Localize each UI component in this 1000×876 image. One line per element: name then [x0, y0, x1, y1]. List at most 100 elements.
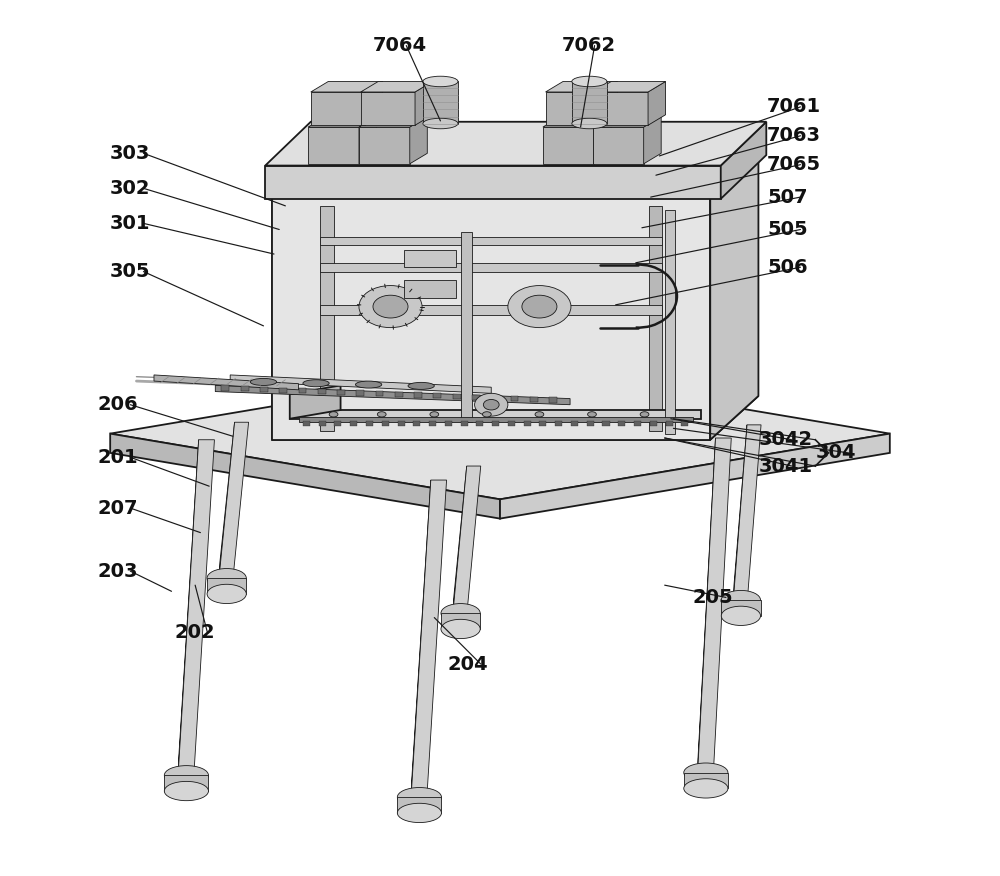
- Text: 207: 207: [97, 498, 138, 518]
- Polygon shape: [698, 438, 731, 766]
- Ellipse shape: [164, 781, 208, 801]
- Polygon shape: [366, 421, 373, 426]
- Polygon shape: [734, 425, 747, 593]
- Ellipse shape: [508, 286, 571, 328]
- Polygon shape: [414, 392, 422, 398]
- Polygon shape: [361, 92, 415, 125]
- Polygon shape: [650, 421, 657, 426]
- Polygon shape: [320, 206, 334, 431]
- Polygon shape: [511, 396, 518, 401]
- Polygon shape: [665, 210, 675, 434]
- Polygon shape: [600, 81, 617, 125]
- Polygon shape: [530, 397, 538, 402]
- Ellipse shape: [207, 569, 246, 588]
- Polygon shape: [602, 421, 610, 426]
- Text: 302: 302: [110, 179, 151, 198]
- Text: 3041: 3041: [758, 456, 813, 476]
- Polygon shape: [299, 417, 693, 422]
- Polygon shape: [154, 375, 299, 390]
- Polygon shape: [415, 81, 433, 125]
- Ellipse shape: [588, 412, 596, 417]
- Ellipse shape: [522, 295, 557, 318]
- Polygon shape: [461, 232, 472, 422]
- Polygon shape: [524, 421, 531, 426]
- Polygon shape: [492, 421, 499, 426]
- Polygon shape: [721, 600, 761, 616]
- Polygon shape: [539, 421, 546, 426]
- Polygon shape: [445, 421, 452, 426]
- Polygon shape: [549, 398, 557, 403]
- Polygon shape: [395, 392, 403, 397]
- Ellipse shape: [355, 381, 382, 388]
- Polygon shape: [299, 388, 306, 393]
- Polygon shape: [318, 389, 326, 394]
- Ellipse shape: [359, 286, 422, 328]
- Polygon shape: [710, 155, 758, 440]
- Polygon shape: [350, 421, 357, 426]
- Polygon shape: [397, 797, 441, 813]
- Text: 3042: 3042: [758, 430, 813, 449]
- Polygon shape: [441, 613, 480, 629]
- Polygon shape: [359, 117, 376, 164]
- Ellipse shape: [572, 76, 607, 87]
- Ellipse shape: [475, 393, 508, 416]
- Text: 505: 505: [767, 220, 808, 239]
- Polygon shape: [413, 421, 420, 426]
- Polygon shape: [594, 92, 648, 125]
- Polygon shape: [453, 394, 461, 399]
- Ellipse shape: [250, 378, 277, 385]
- Polygon shape: [311, 81, 383, 92]
- Polygon shape: [376, 391, 383, 396]
- Polygon shape: [543, 127, 594, 164]
- Polygon shape: [356, 391, 364, 396]
- Polygon shape: [412, 480, 447, 790]
- Polygon shape: [320, 237, 662, 245]
- Text: 7062: 7062: [561, 36, 615, 55]
- Polygon shape: [241, 386, 249, 392]
- Polygon shape: [110, 368, 890, 499]
- Polygon shape: [164, 775, 208, 791]
- Polygon shape: [593, 127, 644, 164]
- Text: 202: 202: [174, 623, 215, 642]
- Polygon shape: [634, 421, 641, 426]
- Text: 7061: 7061: [767, 97, 821, 117]
- Polygon shape: [221, 385, 229, 391]
- Ellipse shape: [482, 412, 491, 417]
- Text: 304: 304: [815, 443, 856, 463]
- Text: 201: 201: [97, 448, 138, 467]
- Ellipse shape: [430, 412, 439, 417]
- Polygon shape: [555, 421, 562, 426]
- Ellipse shape: [303, 380, 329, 387]
- Polygon shape: [587, 421, 594, 426]
- Polygon shape: [572, 81, 607, 124]
- Ellipse shape: [164, 766, 208, 785]
- Polygon shape: [684, 773, 728, 788]
- Text: 507: 507: [767, 187, 808, 207]
- Text: 7064: 7064: [373, 36, 427, 55]
- Polygon shape: [594, 81, 666, 92]
- Polygon shape: [179, 440, 199, 768]
- Polygon shape: [423, 81, 458, 124]
- Polygon shape: [319, 421, 326, 426]
- Polygon shape: [179, 440, 214, 768]
- Polygon shape: [461, 421, 468, 426]
- Ellipse shape: [721, 590, 761, 610]
- Polygon shape: [215, 385, 570, 405]
- Polygon shape: [649, 206, 662, 431]
- Polygon shape: [359, 127, 410, 164]
- Ellipse shape: [535, 412, 544, 417]
- Polygon shape: [593, 117, 661, 127]
- Polygon shape: [272, 197, 710, 440]
- Ellipse shape: [329, 412, 338, 417]
- Text: 301: 301: [110, 214, 151, 233]
- Ellipse shape: [684, 763, 728, 782]
- Polygon shape: [410, 117, 427, 164]
- Text: 303: 303: [110, 144, 151, 163]
- Polygon shape: [398, 421, 405, 426]
- Polygon shape: [359, 117, 427, 127]
- Text: 305: 305: [110, 262, 151, 281]
- Polygon shape: [571, 421, 578, 426]
- Polygon shape: [734, 425, 761, 593]
- Polygon shape: [594, 117, 611, 164]
- Polygon shape: [279, 387, 287, 392]
